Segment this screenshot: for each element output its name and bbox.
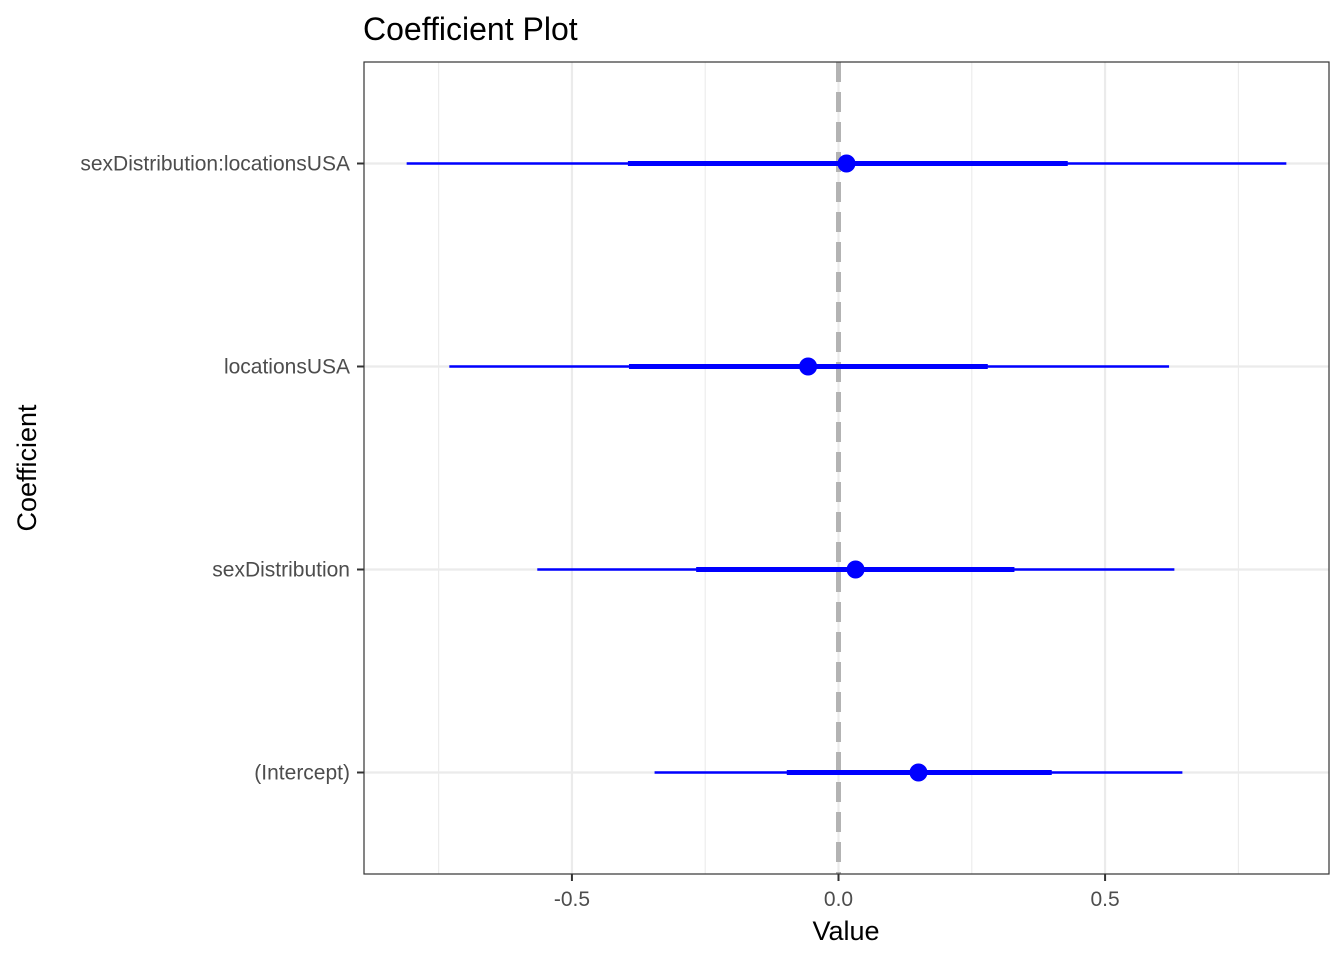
plot-area: sexDistribution:locationsUSA locationsUSA… (80, 61, 1330, 911)
panel-border (363, 61, 1330, 875)
y-tick-label: sexDistribution:locationsUSA (80, 153, 350, 176)
x-tick-label: 0.5 (1090, 888, 1119, 911)
coefficient-point (837, 154, 856, 173)
coefficient-point (846, 560, 865, 579)
y-tick-label: sexDistribution (212, 559, 350, 582)
y-tick-label: locationsUSA (224, 356, 350, 379)
panel-background (364, 62, 1329, 874)
x-tick-label: -0.5 (554, 888, 590, 911)
y-tick-label: (Intercept) (254, 762, 350, 785)
chart-title: Coefficient Plot (363, 11, 578, 47)
y-axis-title: Coefficient (12, 404, 42, 532)
x-axis-title: Value (812, 916, 879, 946)
coefficient-point (909, 763, 928, 782)
coefficient-point (799, 357, 818, 376)
x-tick-label: 0.0 (824, 888, 853, 911)
